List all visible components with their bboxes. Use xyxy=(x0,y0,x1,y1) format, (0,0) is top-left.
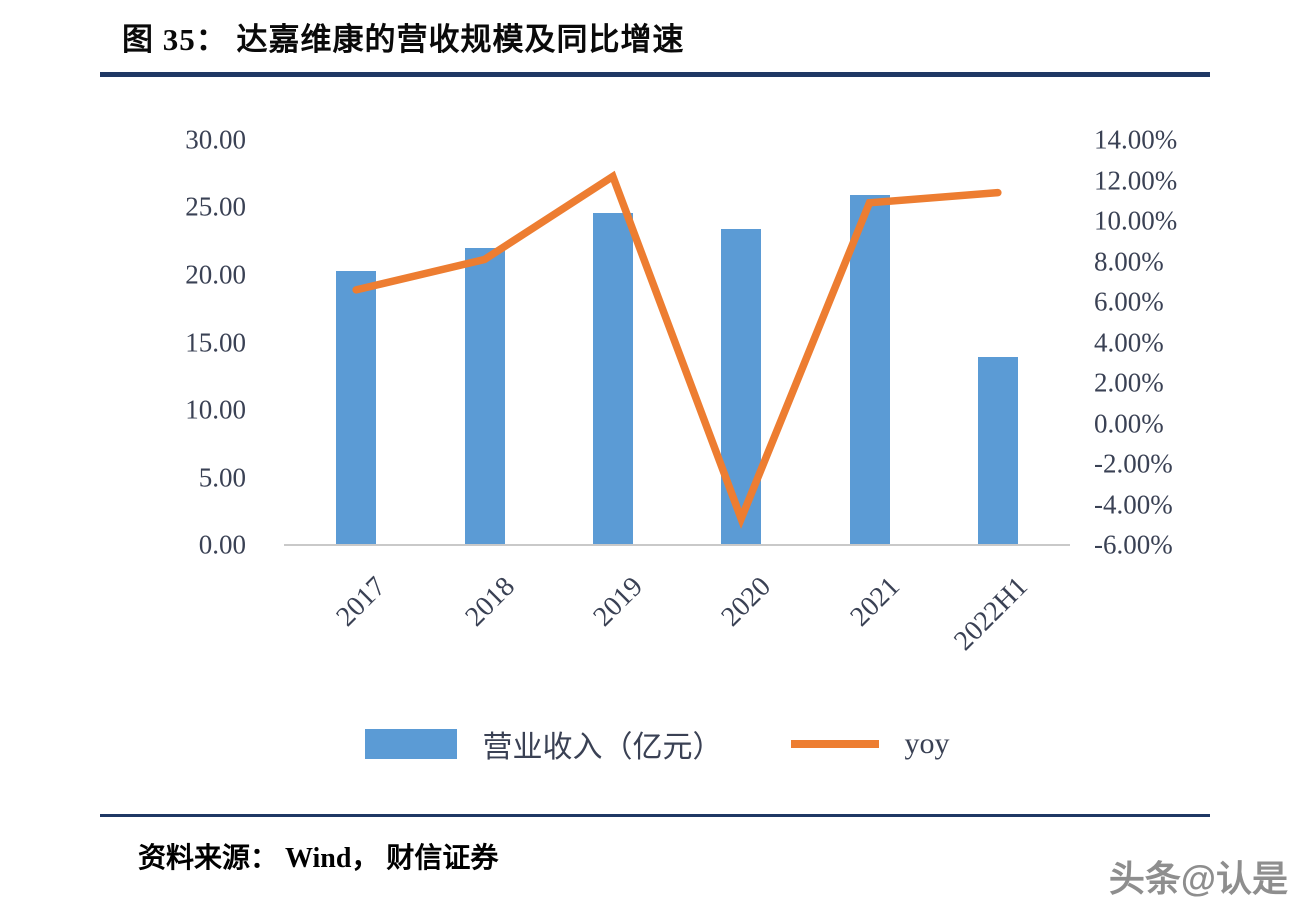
x-axis-label: 2021 xyxy=(843,571,906,633)
axis-tick-label: 8.00% xyxy=(1094,246,1164,276)
axis-tick-label: -6.00% xyxy=(1094,529,1173,560)
revenue-bar xyxy=(977,357,1018,545)
legend-bar-swatch xyxy=(364,729,457,759)
axis-tick-label: -4.00% xyxy=(1094,489,1173,519)
source-text: 资料来源： Wind， 财信证券 xyxy=(138,843,499,874)
figure-title: 图 35： 达嘉维康的营收规模及同比增速 xyxy=(122,22,685,57)
title-divider xyxy=(100,72,1210,77)
source-divider xyxy=(100,814,1210,817)
axis-tick-label: 30.00 xyxy=(185,124,246,155)
x-axis-label: 2019 xyxy=(587,571,649,633)
x-axis-labels: 2017 2018 2019 2020 2021 2022H1 xyxy=(292,545,1062,685)
x-axis-line xyxy=(284,544,1070,546)
left-axis-ticks: 30.00 25.00 20.00 15.00 10.00 5.00 0.00 xyxy=(128,125,246,560)
axis-tick-label: 20.00 xyxy=(185,259,246,290)
legend-line-swatch xyxy=(790,740,879,748)
legend-line-label: yoy xyxy=(904,727,950,760)
revenue-bar xyxy=(336,270,377,545)
axis-tick-label: 10.00% xyxy=(1094,205,1178,236)
axis-tick-label: 5.00 xyxy=(198,462,246,492)
axis-tick-label: 6.00% xyxy=(1094,286,1164,317)
axis-tick-label: 0.00 xyxy=(198,529,246,560)
x-axis-label: 2017 xyxy=(330,571,393,633)
x-axis-label: 2018 xyxy=(458,571,521,633)
axis-tick-label: 2.00% xyxy=(1094,367,1164,398)
axis-tick-label: 15.00 xyxy=(185,327,246,357)
axis-tick-label: 14.00% xyxy=(1094,124,1178,155)
axis-tick-label: 4.00% xyxy=(1094,327,1164,357)
legend: 营业收入（亿元） yoy xyxy=(0,722,1314,766)
revenue-bar xyxy=(464,248,505,545)
revenue-bar xyxy=(849,195,890,545)
x-axis-label: 2020 xyxy=(715,571,778,633)
axis-tick-label: 12.00% xyxy=(1094,165,1178,195)
axis-tick-label: 25.00 xyxy=(185,191,246,222)
revenue-bar xyxy=(592,212,633,545)
plot-area xyxy=(284,140,1070,546)
watermark: 头条@认是 xyxy=(1108,858,1288,899)
yoy-line xyxy=(352,170,1002,529)
x-axis-label: 2022H1 xyxy=(948,571,1034,657)
axis-tick-label: -2.00% xyxy=(1094,448,1173,479)
right-axis-ticks: 14.00% 12.00% 10.00% 8.00% 6.00% 4.00% 2.00% 0.… xyxy=(1094,125,1254,560)
axis-tick-label: 0.00% xyxy=(1094,408,1164,438)
legend-bar-label: 营业收入（亿元） xyxy=(482,731,723,764)
axis-tick-label: 10.00 xyxy=(185,394,246,425)
